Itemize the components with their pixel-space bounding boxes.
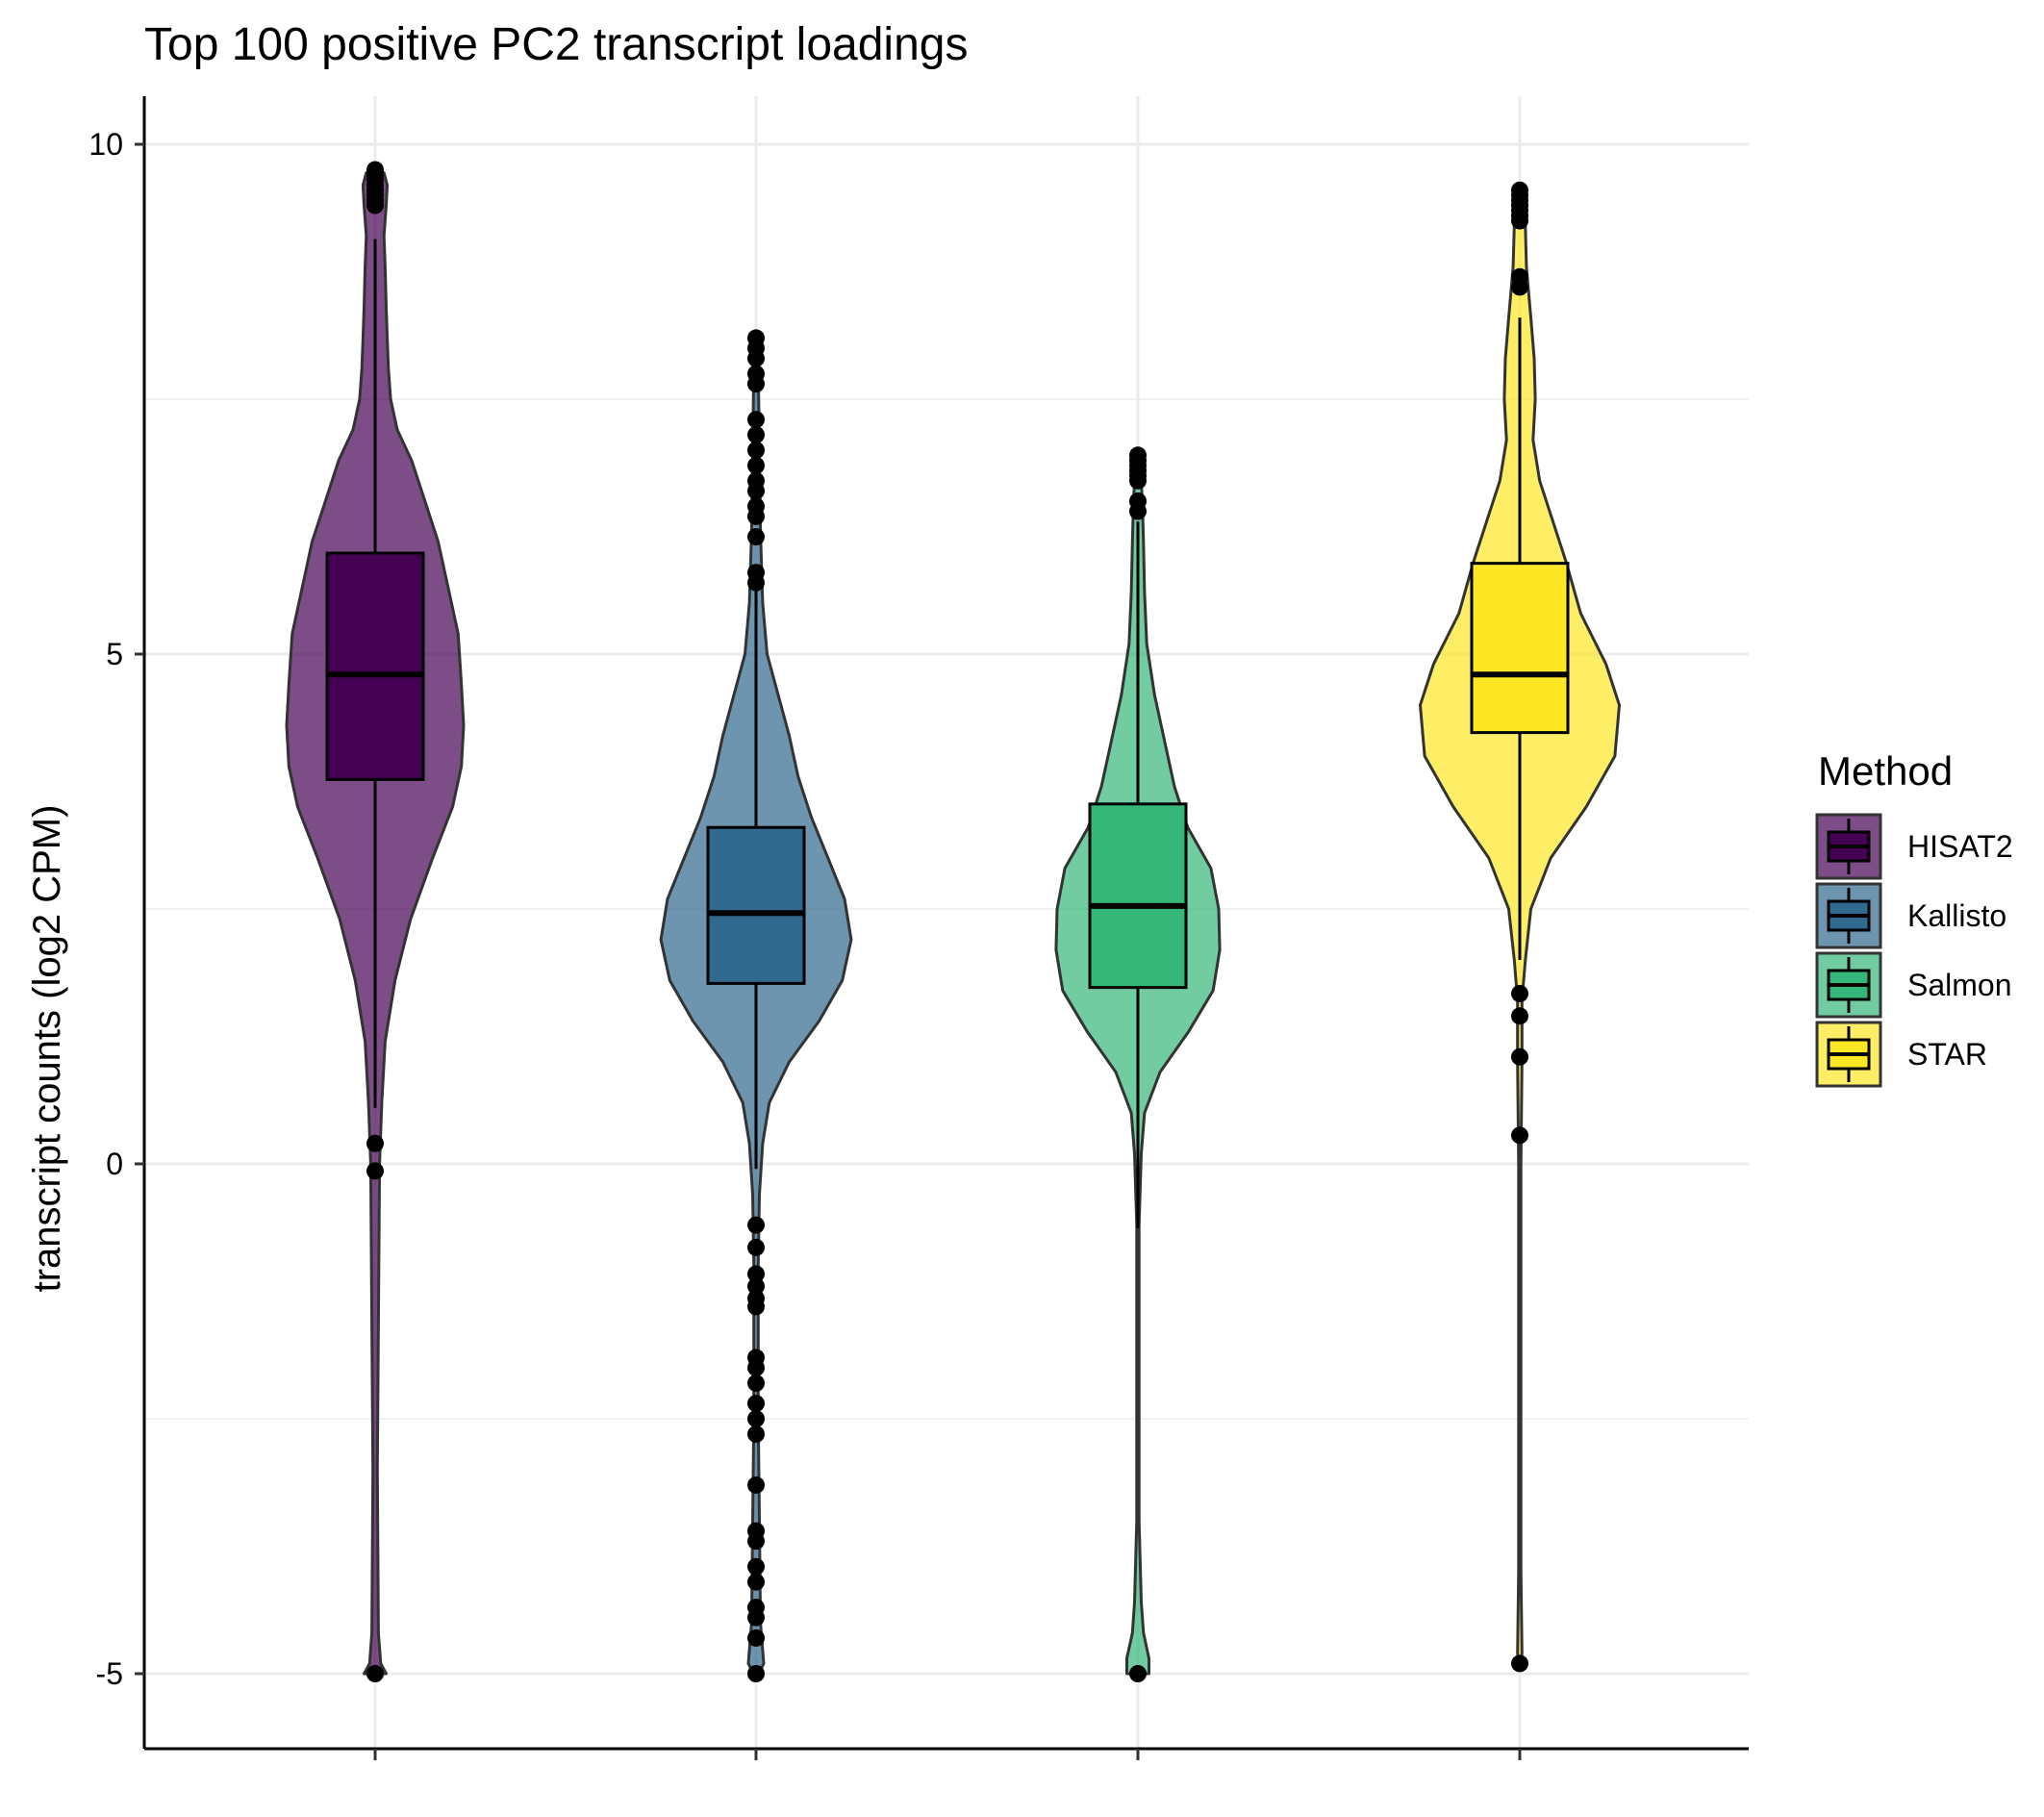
legend-label: Kallisto bbox=[1907, 898, 2006, 933]
outlier-point bbox=[747, 1557, 765, 1576]
outlier-point bbox=[747, 411, 765, 429]
violin-group-kallisto bbox=[659, 329, 853, 1682]
outlier-point bbox=[1511, 1126, 1528, 1145]
outlier-point bbox=[747, 426, 765, 444]
legend-item-star: STAR bbox=[1815, 1021, 1987, 1088]
legend-item-salmon: Salmon bbox=[1815, 951, 2012, 1019]
chart-title: Top 100 positive PC2 transcript loadings bbox=[144, 19, 968, 70]
legend-item-kallisto: Kallisto bbox=[1815, 882, 2006, 949]
legend-label: Salmon bbox=[1907, 968, 2012, 1002]
violin-group-hisat2 bbox=[285, 161, 466, 1682]
outlier-point bbox=[747, 1573, 765, 1591]
outlier-point bbox=[747, 1410, 765, 1427]
outlier-point bbox=[747, 573, 765, 592]
y-tick-label: -5 bbox=[96, 1656, 123, 1691]
outlier-point bbox=[747, 349, 765, 367]
legend-label: HISAT2 bbox=[1907, 829, 2013, 864]
outlier-point bbox=[366, 196, 384, 215]
plot-area bbox=[285, 161, 1621, 1682]
violin-group-star bbox=[1419, 181, 1621, 1673]
outlier-point bbox=[747, 1425, 765, 1443]
outlier-point bbox=[1511, 1007, 1528, 1025]
axes: -5 0 5 10 bbox=[88, 96, 1749, 1760]
outlier-point bbox=[747, 507, 765, 525]
legend-label: STAR bbox=[1907, 1037, 1987, 1072]
outlier-point bbox=[1511, 984, 1528, 1002]
outlier-point bbox=[747, 1374, 765, 1392]
outlier-point bbox=[747, 456, 765, 474]
legend-item-hisat2: HISAT2 bbox=[1815, 813, 2013, 880]
y-tick-label: 5 bbox=[106, 637, 123, 671]
outlier-point bbox=[747, 1608, 765, 1627]
outlier-point bbox=[747, 482, 765, 500]
legend-title: Method bbox=[1818, 748, 1953, 794]
outlier-point bbox=[366, 1665, 384, 1682]
violin-group-salmon bbox=[1054, 446, 1222, 1682]
outlier-point bbox=[1511, 212, 1528, 230]
outlier-point bbox=[747, 1532, 765, 1551]
outlier-point bbox=[747, 1395, 765, 1413]
outlier-point bbox=[1511, 1654, 1528, 1673]
box bbox=[706, 825, 806, 985]
box bbox=[325, 551, 425, 781]
y-tick-label: 10 bbox=[88, 127, 123, 162]
outlier-point bbox=[1129, 1665, 1147, 1682]
outlier-point bbox=[747, 1359, 765, 1376]
outlier-point bbox=[747, 375, 765, 393]
outlier-point bbox=[747, 1277, 765, 1296]
box bbox=[1470, 562, 1570, 735]
legend: Method HISAT2 Kallisto Salmon STAR bbox=[1815, 748, 2013, 1088]
outlier-point bbox=[366, 1162, 384, 1180]
y-tick-label: 0 bbox=[106, 1147, 123, 1181]
outlier-point bbox=[747, 1216, 765, 1234]
outlier-point bbox=[747, 1298, 765, 1316]
outlier-point bbox=[1511, 278, 1528, 296]
y-axis-title: transcript counts (log2 CPM) bbox=[26, 805, 68, 1293]
outlier-point bbox=[747, 1628, 765, 1647]
box bbox=[1088, 802, 1188, 990]
outlier-point bbox=[1511, 1047, 1528, 1066]
outlier-point bbox=[366, 1134, 384, 1152]
outlier-point bbox=[747, 1238, 765, 1256]
outlier-point bbox=[1129, 502, 1147, 520]
outlier-point bbox=[747, 1665, 765, 1682]
outlier-point bbox=[747, 442, 765, 459]
outlier-point bbox=[747, 528, 765, 546]
outlier-point bbox=[747, 1265, 765, 1283]
outlier-point bbox=[1129, 471, 1147, 490]
outlier-point bbox=[747, 1476, 765, 1494]
